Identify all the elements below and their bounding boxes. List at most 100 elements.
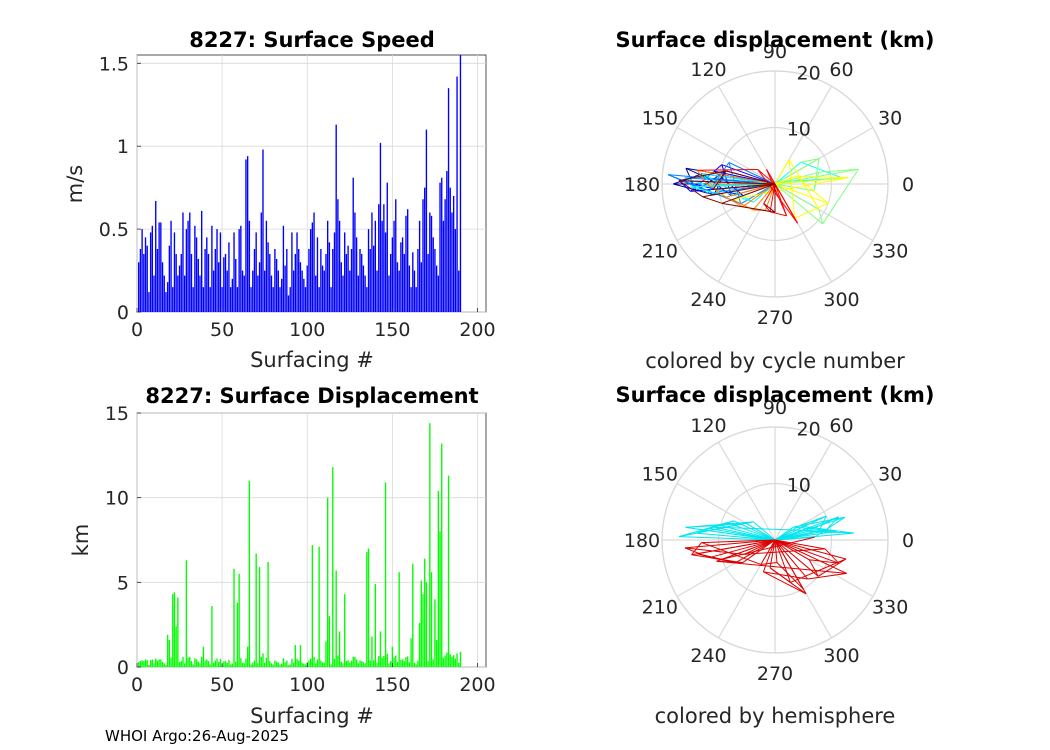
polar-cycle-angle-label: 240: [690, 289, 726, 311]
speed-bar: [418, 220, 421, 312]
polar-cycle-title: Surface displacement (km): [615, 28, 934, 52]
polar-cycle-spoke: [717, 85, 776, 185]
displacement-bar: [207, 661, 210, 667]
displacement-bar: [340, 661, 342, 667]
speed-bar: [209, 287, 211, 312]
polar-hemisphere-segment: [701, 539, 776, 544]
speed-bar: [379, 142, 382, 312]
displacement-bar: [253, 660, 256, 667]
speed-xtick-label: 100: [289, 319, 325, 341]
displacement-bar: [337, 655, 339, 667]
polar-hemisphere-segment: [776, 562, 804, 590]
displacement-bar: [231, 663, 234, 667]
polar-hemisphere-segment: [818, 515, 827, 531]
displacement-bar: [165, 664, 167, 667]
speed-xtick-label: 0: [131, 319, 143, 341]
polar-hemisphere-segment: [685, 526, 776, 541]
speed-bar: [345, 253, 348, 312]
polar-cycle-segment: [774, 183, 823, 225]
displacement-bar: [287, 665, 290, 667]
speed-bar: [229, 287, 232, 312]
speed-ytick-label: 1.5: [99, 53, 129, 75]
displacement-bar: [308, 660, 310, 667]
displacement-ticks: 0 50 100 150 200 0 5 10 15: [105, 403, 496, 696]
speed-bar: [202, 287, 205, 312]
displacement-bar: [139, 661, 142, 667]
speed-bar: [246, 156, 249, 312]
polar-hemisphere-segment: [714, 526, 776, 541]
speed-bar: [165, 292, 167, 312]
displacement-bar: [371, 636, 373, 667]
polar-cycle-segment: [740, 183, 776, 205]
polar-cycle-angle-label: 180: [624, 174, 660, 196]
speed-bar: [178, 265, 181, 312]
speed-bar: [236, 287, 239, 312]
polar-cycle-angle-label: 150: [642, 108, 678, 130]
polar-hemisphere-spoke: [717, 441, 776, 541]
speed-bar: [260, 212, 262, 312]
speed-bar: [415, 287, 417, 312]
polar-cycle-segment: [774, 159, 790, 185]
displacement-bar: [262, 653, 264, 667]
displacement-bar: [320, 660, 322, 667]
polar-hemisphere-segment: [799, 515, 827, 527]
speed-bar: [185, 229, 188, 312]
polar-hemisphere-angle-label: 30: [878, 464, 902, 486]
displacement-bar: [153, 663, 155, 667]
speed-bar: [197, 258, 199, 312]
polar-cycle-angle-label: 60: [829, 59, 853, 81]
displacement-bar: [166, 634, 169, 667]
displacement-bar: [160, 659, 162, 667]
speed-chart: 0 50 100 150 200 0 0.5 1 1.5 8227: Surface Speed…: [63, 28, 496, 372]
displacement-bar: [381, 657, 383, 667]
polar-hemisphere-segment: [716, 539, 776, 562]
displacement-bar: [441, 443, 443, 667]
displacement-bar: [326, 497, 329, 667]
polar-cycle-segment: [725, 196, 743, 208]
displacement-xtick-label: 0: [131, 674, 143, 696]
displacement-bar: [456, 653, 458, 667]
displacement-bar: [410, 638, 412, 667]
polar-cycle-segment: [697, 169, 776, 185]
displacement-bar: [277, 662, 279, 667]
displacement-title: 8227: Surface Displacement: [145, 384, 478, 408]
displacement-bar: [204, 660, 206, 667]
displacement-bar: [274, 660, 276, 667]
displacement-bar: [372, 660, 375, 667]
polar-cycle-angle-label: 270: [757, 307, 793, 329]
speed-bar: [393, 220, 395, 312]
displacement-bar: [163, 663, 165, 667]
displacement-bar: [206, 659, 208, 667]
displacement-bar: [223, 661, 225, 667]
speed-bar: [194, 225, 196, 312]
polar-cycle-segment: [678, 180, 703, 198]
displacement-bar: [144, 659, 147, 667]
displacement-bar: [446, 652, 448, 667]
polar-hemisphere-segment: [808, 559, 819, 577]
polar-cycle-segment: [774, 171, 819, 185]
polar-cycle-spoke: [676, 126, 776, 185]
displacement-bar: [403, 661, 405, 667]
speed-bar: [294, 253, 297, 312]
displacement-bar: [451, 656, 453, 667]
speed-bar: [272, 287, 274, 312]
polar-hemisphere-segment: [818, 558, 847, 577]
displacement-bar: [209, 664, 211, 667]
speed-bar: [344, 232, 346, 312]
speed-bar: [407, 209, 409, 312]
displacement-bar: [396, 661, 399, 667]
displacement-bar: [189, 656, 191, 667]
speed-bar: [299, 262, 302, 312]
speed-bar: [235, 258, 237, 312]
displacement-bar: [435, 639, 438, 667]
speed-bar: [175, 253, 177, 312]
displacement-bar: [407, 656, 409, 667]
speed-bar: [177, 275, 179, 312]
displacement-bar: [333, 658, 336, 667]
polar-cycle-segment: [713, 183, 776, 190]
polar-hemisphere-chart: 0 30 60 90 120 150 180 210 240 270 300 330 10 20 Surf…: [615, 383, 934, 728]
displacement-bar: [454, 658, 457, 667]
speed-bar: [435, 265, 438, 312]
displacement-bar: [269, 661, 271, 667]
displacement-bar: [292, 662, 295, 667]
